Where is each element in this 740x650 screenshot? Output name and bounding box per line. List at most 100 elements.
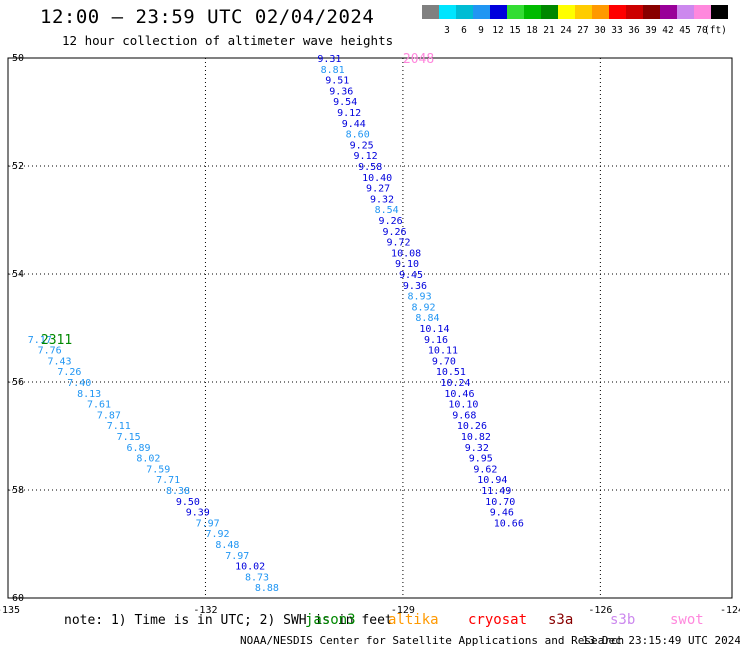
legend-swatch <box>524 5 541 19</box>
wave-height-point: 8.73 <box>245 572 269 583</box>
wave-height-point: 10.51 <box>436 367 466 378</box>
wave-height-point: 9.26 <box>379 216 403 227</box>
wave-height-point: 9.50 <box>176 497 200 508</box>
wave-height-point: 10.40 <box>362 173 392 184</box>
wave-height-point: 6.89 <box>126 443 150 454</box>
legend-label: 12 <box>492 25 504 36</box>
wave-height-point: 7.59 <box>146 464 170 475</box>
legend-label: 45 <box>679 25 691 36</box>
wave-height-point: 9.95 <box>469 454 493 465</box>
legend-label: 15 <box>509 25 521 36</box>
legend-swatch <box>507 5 524 19</box>
wave-height-point: 9.62 <box>473 464 497 475</box>
wave-height-point: 10.10 <box>448 400 478 411</box>
wave-height-point: 9.36 <box>329 86 353 97</box>
wave-height-point: 10.46 <box>444 389 474 400</box>
mission-label: s3b <box>610 612 636 628</box>
wave-height-point: 10.14 <box>419 324 449 335</box>
legend-swatch <box>575 5 592 19</box>
wave-height-point: 9.26 <box>383 227 407 238</box>
x-tick-label: -126 <box>588 605 612 616</box>
wave-height-point: 9.12 <box>354 151 378 162</box>
legend-swatch <box>711 5 728 19</box>
wave-height-point: 9.72 <box>386 238 410 249</box>
wave-height-point: 9.70 <box>432 356 456 367</box>
wave-height-point: 7.15 <box>117 432 141 443</box>
footer-credit: NOAA/NESDIS Center for Satellite Applica… <box>240 634 625 647</box>
pass-label: 2311 <box>41 333 72 348</box>
wave-height-point: 8.48 <box>215 540 239 551</box>
wave-height-point: 9.51 <box>325 76 349 87</box>
plot-frame <box>7 57 733 599</box>
wave-height-point: 8.02 <box>136 454 160 465</box>
x-tick-label: -132 <box>193 605 217 616</box>
wave-height-point: 10.08 <box>391 248 421 259</box>
mission-label: s3a <box>548 612 574 628</box>
legend-label: 24 <box>560 25 572 36</box>
wave-height-point: 8.88 <box>255 583 279 594</box>
x-tick-label: -135 <box>0 605 20 616</box>
wave-height-point: 9.27 <box>366 184 390 195</box>
legend-label: 9 <box>478 25 484 36</box>
wave-height-point: 8.60 <box>346 130 370 141</box>
wave-height-point: 8.13 <box>77 389 101 400</box>
wave-height-point: 9.31 <box>317 54 341 65</box>
wave-height-point: 9.44 <box>342 119 366 130</box>
wave-height-point: 7.11 <box>107 421 131 432</box>
legend-swatch <box>694 5 711 19</box>
wave-height-point: 9.45 <box>399 270 423 281</box>
wave-height-point: 8.38 <box>166 486 190 497</box>
legend-label: 3 <box>444 25 450 36</box>
wave-height-point: 9.39 <box>186 508 210 519</box>
mission-label: cryosat <box>468 612 528 628</box>
legend-label: 27 <box>577 25 589 36</box>
wave-height-point: 8.93 <box>408 292 432 303</box>
wave-height-point: 7.43 <box>47 356 71 367</box>
wave-height-point: 9.58 <box>358 162 382 173</box>
pass-label: 2048 <box>403 52 434 67</box>
legend-label: 42 <box>662 25 674 36</box>
legend-swatch <box>558 5 575 19</box>
legend-swatch <box>609 5 626 19</box>
wave-height-point: 11.49 <box>481 486 511 497</box>
y-tick-label: -54 <box>6 269 24 280</box>
wave-height-point: 10.02 <box>235 562 265 573</box>
legend-label: 36 <box>628 25 640 36</box>
y-tick-label: -50 <box>6 53 24 64</box>
wave-height-point: 9.32 <box>370 194 394 205</box>
wave-height-point: 9.12 <box>337 108 361 119</box>
legend-swatch <box>626 5 643 19</box>
wave-height-point: 10.11 <box>428 346 458 357</box>
wave-height-point: 8.84 <box>415 313 439 324</box>
legend-unit: (ft) <box>704 25 727 36</box>
wave-height-point: 7.97 <box>225 551 249 562</box>
chart-title: 12:00 — 23:59 UTC 02/04/2024 <box>40 6 375 28</box>
footer-timestamp: 13 Dec 23:15:49 UTC 2024 <box>582 634 740 647</box>
legend-label: 21 <box>543 25 555 36</box>
wave-height-point: 10.26 <box>457 421 487 432</box>
legend-swatch <box>456 5 473 19</box>
wave-height-point: 7.61 <box>87 400 111 411</box>
legend-label: 30 <box>594 25 606 36</box>
mission-label: jason3 <box>305 612 356 628</box>
wave-height-point: 7.92 <box>205 529 229 540</box>
legend-swatch <box>541 5 558 19</box>
legend-swatch <box>643 5 660 19</box>
wave-height-point: 7.71 <box>156 475 180 486</box>
wave-height-point: 10.24 <box>440 378 470 389</box>
wave-height-point: 10.94 <box>477 475 507 486</box>
y-tick-label: -52 <box>6 161 24 172</box>
wave-height-point: 7.97 <box>196 518 220 529</box>
legend-swatch <box>473 5 490 19</box>
legend-swatch <box>660 5 677 19</box>
mission-label: altika <box>388 612 439 628</box>
legend-swatch <box>592 5 609 19</box>
wave-height-point: 8.54 <box>375 205 399 216</box>
wave-height-point: 9.25 <box>350 140 374 151</box>
wave-height-point: 7.26 <box>57 367 81 378</box>
legend-swatch <box>422 5 439 19</box>
wave-height-point: 9.68 <box>452 410 476 421</box>
legend-label: 70 <box>696 25 708 36</box>
